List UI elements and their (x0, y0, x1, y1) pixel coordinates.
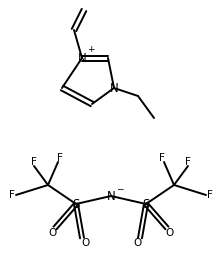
Text: O: O (166, 228, 174, 238)
Text: O: O (133, 238, 141, 248)
Text: −: − (116, 184, 123, 193)
Text: F: F (31, 157, 37, 167)
Text: N: N (107, 189, 115, 203)
Text: O: O (48, 228, 56, 238)
Text: N: N (78, 52, 86, 64)
Text: +: + (87, 45, 95, 54)
Text: S: S (142, 198, 150, 210)
Text: F: F (159, 153, 165, 163)
Text: S: S (72, 198, 80, 210)
Text: N: N (110, 81, 118, 95)
Text: F: F (207, 190, 213, 200)
Text: F: F (9, 190, 15, 200)
Text: F: F (185, 157, 191, 167)
Text: F: F (57, 153, 63, 163)
Text: O: O (81, 238, 89, 248)
